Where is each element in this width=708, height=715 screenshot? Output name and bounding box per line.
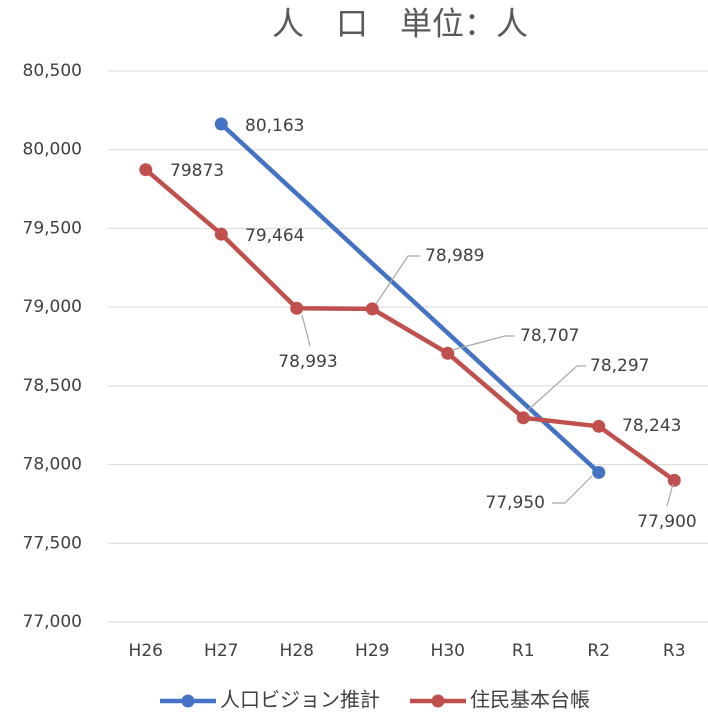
x-tick-label: H29 — [355, 641, 389, 661]
y-tick-label: 79,000 — [23, 297, 82, 317]
data-point — [441, 346, 455, 360]
y-tick-label: 77,500 — [23, 533, 82, 553]
y-tick-label: 80,500 — [23, 61, 82, 81]
data-point — [667, 473, 681, 487]
y-tick-label: 79,500 — [23, 218, 82, 238]
y-tick-label: 78,000 — [23, 455, 82, 475]
legend-label: 人口ビジョン推計 — [220, 688, 380, 712]
legend-marker — [181, 694, 195, 708]
data-point — [592, 419, 606, 433]
data-label: 78,243 — [622, 416, 681, 436]
leader-line — [451, 335, 515, 351]
data-point — [290, 301, 304, 315]
x-tick-label: H27 — [204, 641, 238, 661]
y-tick-label: 77,000 — [23, 612, 82, 632]
x-tick-label: H30 — [431, 641, 465, 661]
data-point — [516, 411, 530, 425]
x-tick-label: R2 — [587, 641, 610, 661]
data-label: 77,900 — [637, 512, 696, 532]
leader-line — [527, 365, 586, 411]
y-tick-label: 78,500 — [23, 376, 82, 396]
x-tick-label: R3 — [663, 641, 686, 661]
data-point — [139, 163, 153, 177]
chart-title: 人 口 単位：人 — [272, 5, 528, 43]
y-tick-label: 80,000 — [23, 140, 82, 160]
legend-marker — [431, 694, 445, 708]
data-label: 80,163 — [245, 116, 304, 136]
legend-label: 住民基本台帳 — [470, 688, 590, 712]
series-line — [144, 167, 676, 483]
leader-line — [552, 475, 593, 504]
data-label: 78,707 — [520, 326, 579, 346]
data-label: 78,989 — [425, 246, 484, 266]
data-point — [214, 227, 228, 241]
series-line — [219, 122, 601, 475]
data-point — [365, 302, 379, 316]
data-point — [214, 117, 228, 131]
data-label: 79,464 — [245, 226, 304, 246]
data-label: 78,993 — [278, 352, 337, 372]
data-label: 77,950 — [486, 493, 545, 513]
leader-line — [666, 483, 674, 507]
leader-line — [301, 314, 311, 347]
x-tick-label: R1 — [512, 641, 535, 661]
x-tick-label: H28 — [280, 641, 314, 661]
data-label: 78,297 — [590, 356, 649, 376]
data-point — [592, 465, 606, 479]
x-tick-label: H26 — [129, 641, 163, 661]
data-label: 79873 — [170, 161, 224, 181]
leader-line — [375, 255, 420, 305]
